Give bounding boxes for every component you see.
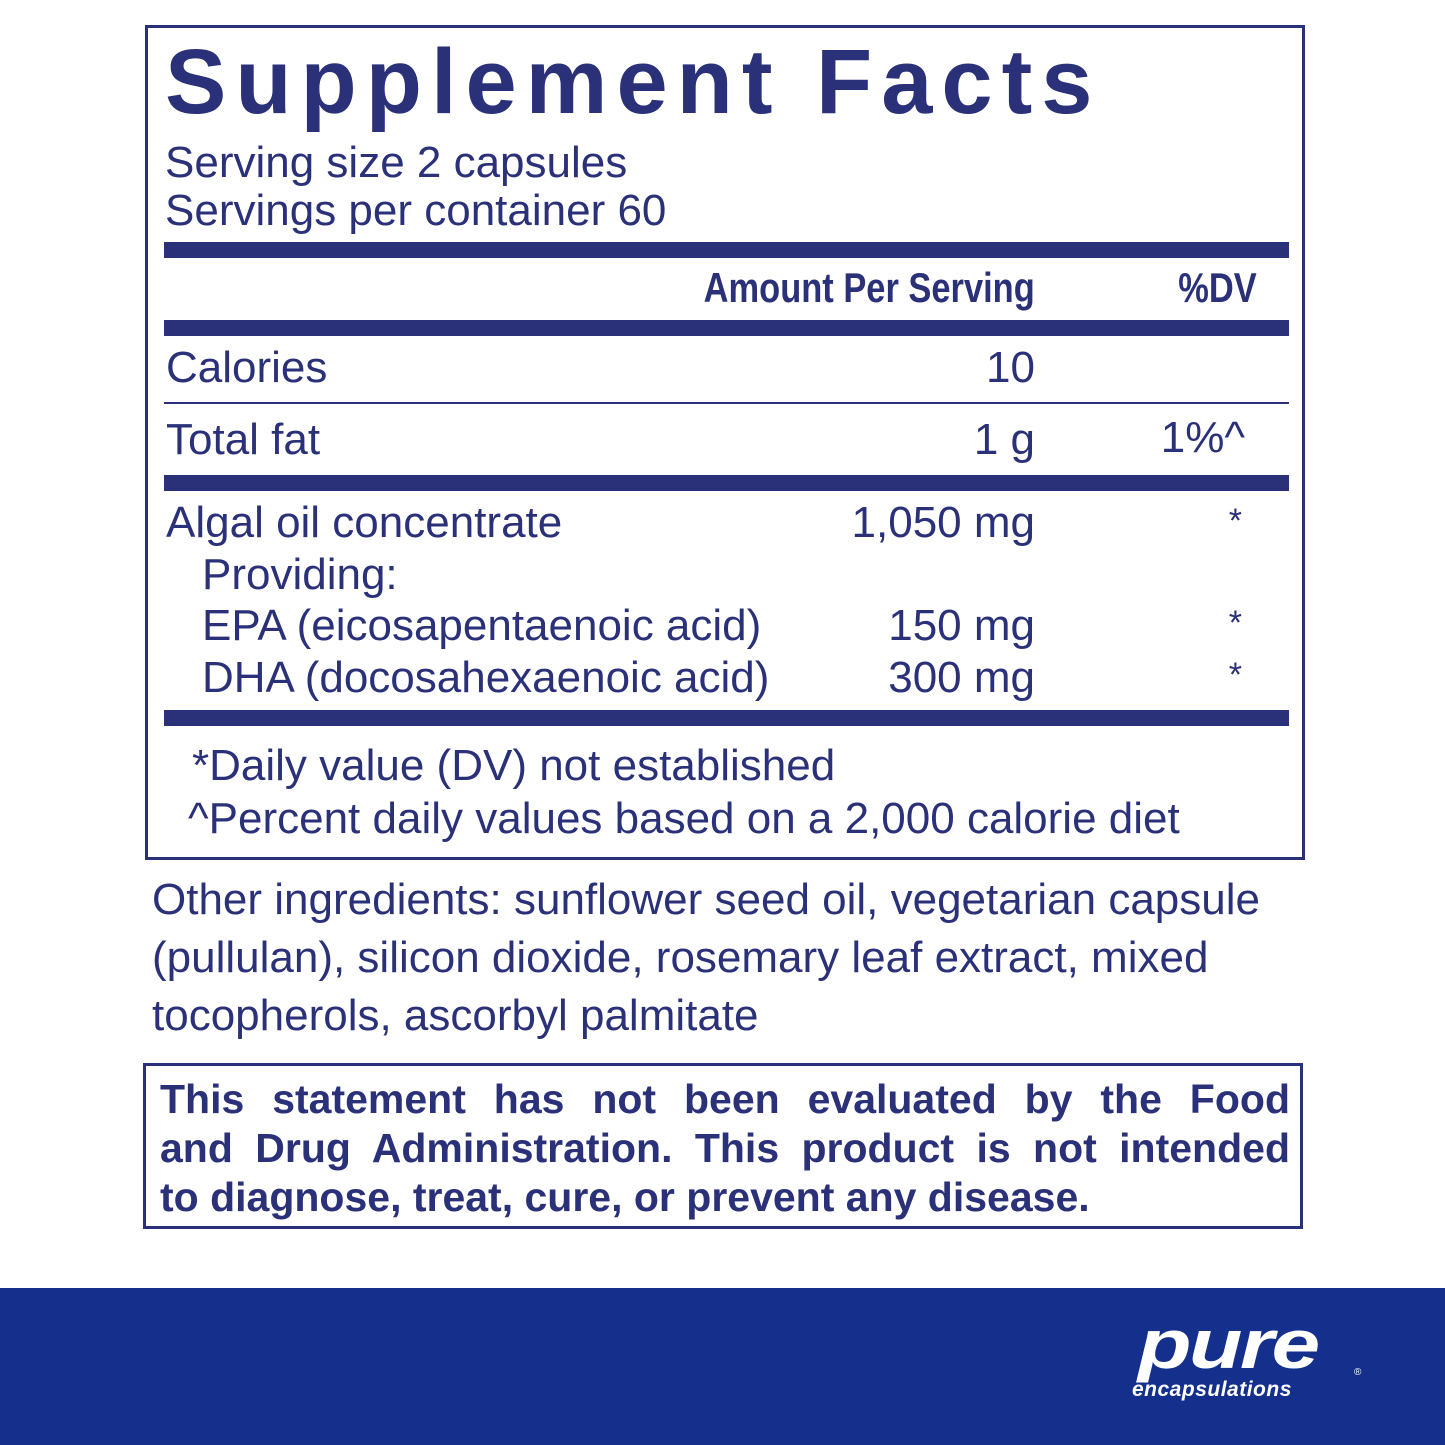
- row-dv: *: [1228, 656, 1242, 694]
- row-amount: 1 g: [973, 415, 1035, 464]
- servings-per-container: Servings per container 60: [165, 186, 667, 235]
- divider: [164, 320, 1289, 336]
- divider: [164, 242, 1289, 258]
- brand-footer: [0, 1288, 1445, 1445]
- row-amount: 300 mg: [888, 653, 1035, 702]
- row-name: Total fat: [166, 415, 321, 464]
- other-ingredients-line: (pullulan), silicon dioxide, rosemary le…: [152, 933, 1209, 982]
- brand-logo: pure: [1138, 1305, 1320, 1383]
- divider: [164, 475, 1289, 491]
- dv-header: %DV: [1178, 264, 1257, 311]
- row-amount: 1,050 mg: [851, 498, 1035, 547]
- fda-disclaimer-box: This statement has not been evaluated by…: [143, 1063, 1303, 1229]
- row-name: Calories: [166, 343, 328, 392]
- disclaimer-line: to diagnose, treat, cure, or prevent any…: [160, 1174, 1090, 1220]
- supplement-facts-panel: [145, 25, 1305, 860]
- disclaimer-line: This statement has not been evaluated by…: [160, 1076, 1290, 1122]
- row-dv: 1%^: [1160, 413, 1245, 462]
- row-dv: *: [1228, 502, 1242, 540]
- row-amount: 150 mg: [888, 601, 1035, 650]
- row-name: Providing:: [202, 550, 398, 599]
- footnote: *Daily value (DV) not established: [192, 741, 836, 790]
- brand-logo-sub: encapsulations: [1132, 1378, 1292, 1401]
- serving-size: Serving size 2 capsules: [165, 138, 628, 187]
- other-ingredients-line: Other ingredients: sunflower seed oil, v…: [152, 875, 1260, 924]
- row-amount: 10: [986, 343, 1035, 392]
- row-dv: *: [1228, 604, 1242, 642]
- other-ingredients-line: tocopherols, ascorbyl palmitate: [152, 991, 759, 1040]
- row-name: EPA (eicosapentaenoic acid): [202, 601, 762, 650]
- divider: [164, 402, 1289, 404]
- registered-mark: ®: [1354, 1367, 1362, 1378]
- row-name: DHA (docosahexaenoic acid): [202, 653, 770, 702]
- divider: [164, 710, 1289, 726]
- row-name: Algal oil concentrate: [166, 498, 563, 547]
- amount-header: Amount Per Serving: [703, 264, 1035, 311]
- panel-title: Supplement Facts: [165, 31, 1102, 133]
- disclaimer-line: and Drug Administration. This product is…: [160, 1125, 1290, 1171]
- footnote: ^Percent daily values based on a 2,000 c…: [188, 794, 1180, 843]
